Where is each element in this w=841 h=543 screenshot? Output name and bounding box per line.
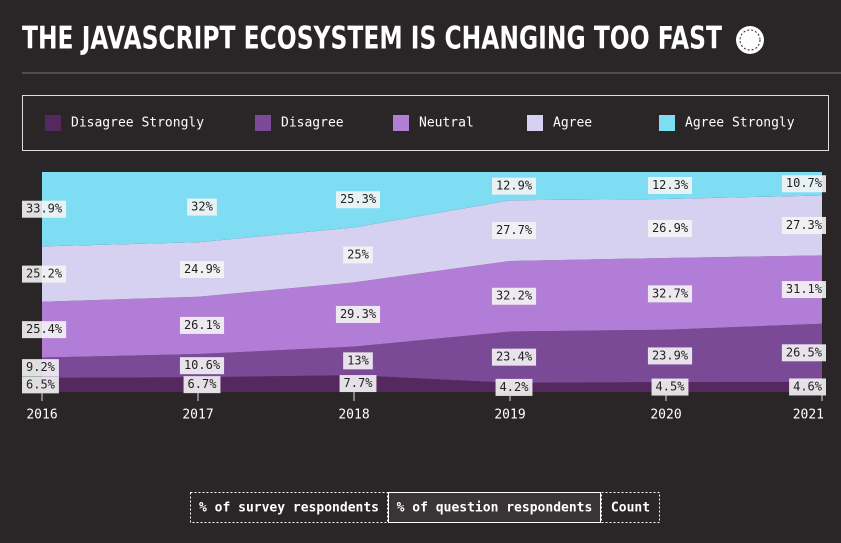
- label-box: [22, 321, 67, 339]
- x-tick-label: 2020: [650, 408, 681, 423]
- value-label: 33.9%: [26, 202, 63, 216]
- value-label: 25.3%: [340, 192, 377, 206]
- value-label: 4.2%: [500, 380, 530, 394]
- label-box: [491, 348, 537, 366]
- label-box: [335, 305, 381, 323]
- value-label: 32%: [191, 200, 213, 214]
- value-label: 31.1%: [786, 282, 823, 296]
- x-tick-label: 2019: [494, 408, 525, 423]
- area: [42, 195, 822, 302]
- toggle-label[interactable]: % of question respondents: [397, 501, 593, 516]
- label-box: [651, 378, 689, 396]
- value-label: 26.9%: [652, 221, 689, 235]
- label-box: [22, 200, 67, 218]
- label-box: [22, 265, 67, 283]
- area: [42, 255, 822, 358]
- value-label: 12.3%: [652, 178, 689, 192]
- logo-ring: [739, 29, 761, 51]
- value-label: 6.5%: [26, 377, 56, 391]
- label-box: [647, 176, 693, 194]
- x-tick-label: 2018: [338, 408, 369, 423]
- label-box: [343, 246, 373, 264]
- plot: 6.5% 6.7% 7.7% 4.2% 4.5% 4.6% 9.2% 10.6% 13% 23.4…: [22, 172, 826, 423]
- x-tick-label: 2016: [26, 408, 57, 423]
- value-label: 29.3%: [340, 307, 377, 321]
- label-box: [495, 378, 533, 396]
- value-label: 25%: [347, 247, 369, 261]
- value-label: 4.5%: [656, 380, 686, 394]
- value-label: 12.9%: [496, 179, 533, 193]
- label-box: [179, 260, 225, 278]
- value-label: 24.9%: [184, 262, 221, 276]
- value-label: 27.7%: [496, 223, 533, 237]
- value-label: 26.1%: [184, 318, 221, 332]
- value-label: 25.2%: [26, 267, 63, 281]
- label-box: [339, 375, 377, 393]
- legend-swatch: [255, 115, 271, 131]
- legend-box: [22, 95, 829, 151]
- label-box: [491, 177, 537, 195]
- area: [42, 323, 822, 383]
- label-box: [647, 347, 693, 365]
- label-box: [647, 219, 693, 237]
- label-box: [491, 222, 537, 240]
- area: [42, 375, 822, 392]
- legend-label: Agree: [553, 116, 592, 131]
- label-box: [22, 376, 59, 394]
- label-box: [187, 198, 217, 216]
- legend-label: Agree Strongly: [685, 116, 795, 131]
- label-box: [781, 281, 826, 299]
- toggle-button[interactable]: [601, 492, 660, 523]
- value-label: 32.7%: [652, 286, 689, 300]
- label-box: [179, 316, 225, 334]
- value-label: 23.9%: [652, 348, 689, 362]
- label-box: [183, 376, 221, 394]
- value-label: 23.4%: [496, 350, 533, 364]
- legend-swatch: [45, 115, 61, 131]
- value-label: 10.7%: [786, 176, 823, 190]
- area: [42, 172, 822, 247]
- value-label: 4.6%: [793, 379, 823, 393]
- label-box: [343, 352, 373, 370]
- label-box: [179, 357, 225, 375]
- legend-label: Disagree: [281, 116, 344, 131]
- value-label: 6.7%: [188, 377, 218, 391]
- chart-title: THE JAVASCRIPT ECOSYSTEM IS CHANGING TOO…: [22, 21, 722, 57]
- toggle-button[interactable]: [190, 492, 388, 523]
- value-label: 10.6%: [184, 358, 221, 372]
- value-label: 27.3%: [786, 218, 823, 232]
- label-box: [22, 359, 59, 377]
- value-label: 32.2%: [496, 289, 533, 303]
- toggle-label[interactable]: Count: [611, 501, 650, 516]
- label-box: [781, 344, 826, 362]
- controls: % of survey respondents % of question res…: [190, 492, 660, 523]
- legend-swatch: [393, 115, 409, 131]
- value-label: 25.4%: [26, 322, 63, 336]
- value-label: 7.7%: [344, 376, 374, 390]
- x-tick-label: 2017: [182, 408, 213, 423]
- label-box: [647, 285, 693, 303]
- value-label: 26.5%: [786, 345, 823, 359]
- legend-swatch: [659, 115, 675, 131]
- legend-label: Disagree Strongly: [71, 116, 204, 131]
- label-box: [781, 175, 826, 193]
- label-box: [335, 191, 381, 209]
- toggle-button[interactable]: [388, 492, 601, 523]
- legend-label: Neutral: [419, 116, 474, 131]
- value-label: 13%: [347, 353, 369, 367]
- label-box: [781, 216, 826, 234]
- x-tick-label: 2021: [793, 408, 824, 423]
- label-box: [491, 287, 537, 305]
- label-box: [789, 378, 826, 396]
- toggle-label[interactable]: % of survey respondents: [199, 501, 379, 516]
- value-label: 9.2%: [26, 360, 56, 374]
- legend-swatch: [527, 115, 543, 131]
- logo: [736, 26, 764, 54]
